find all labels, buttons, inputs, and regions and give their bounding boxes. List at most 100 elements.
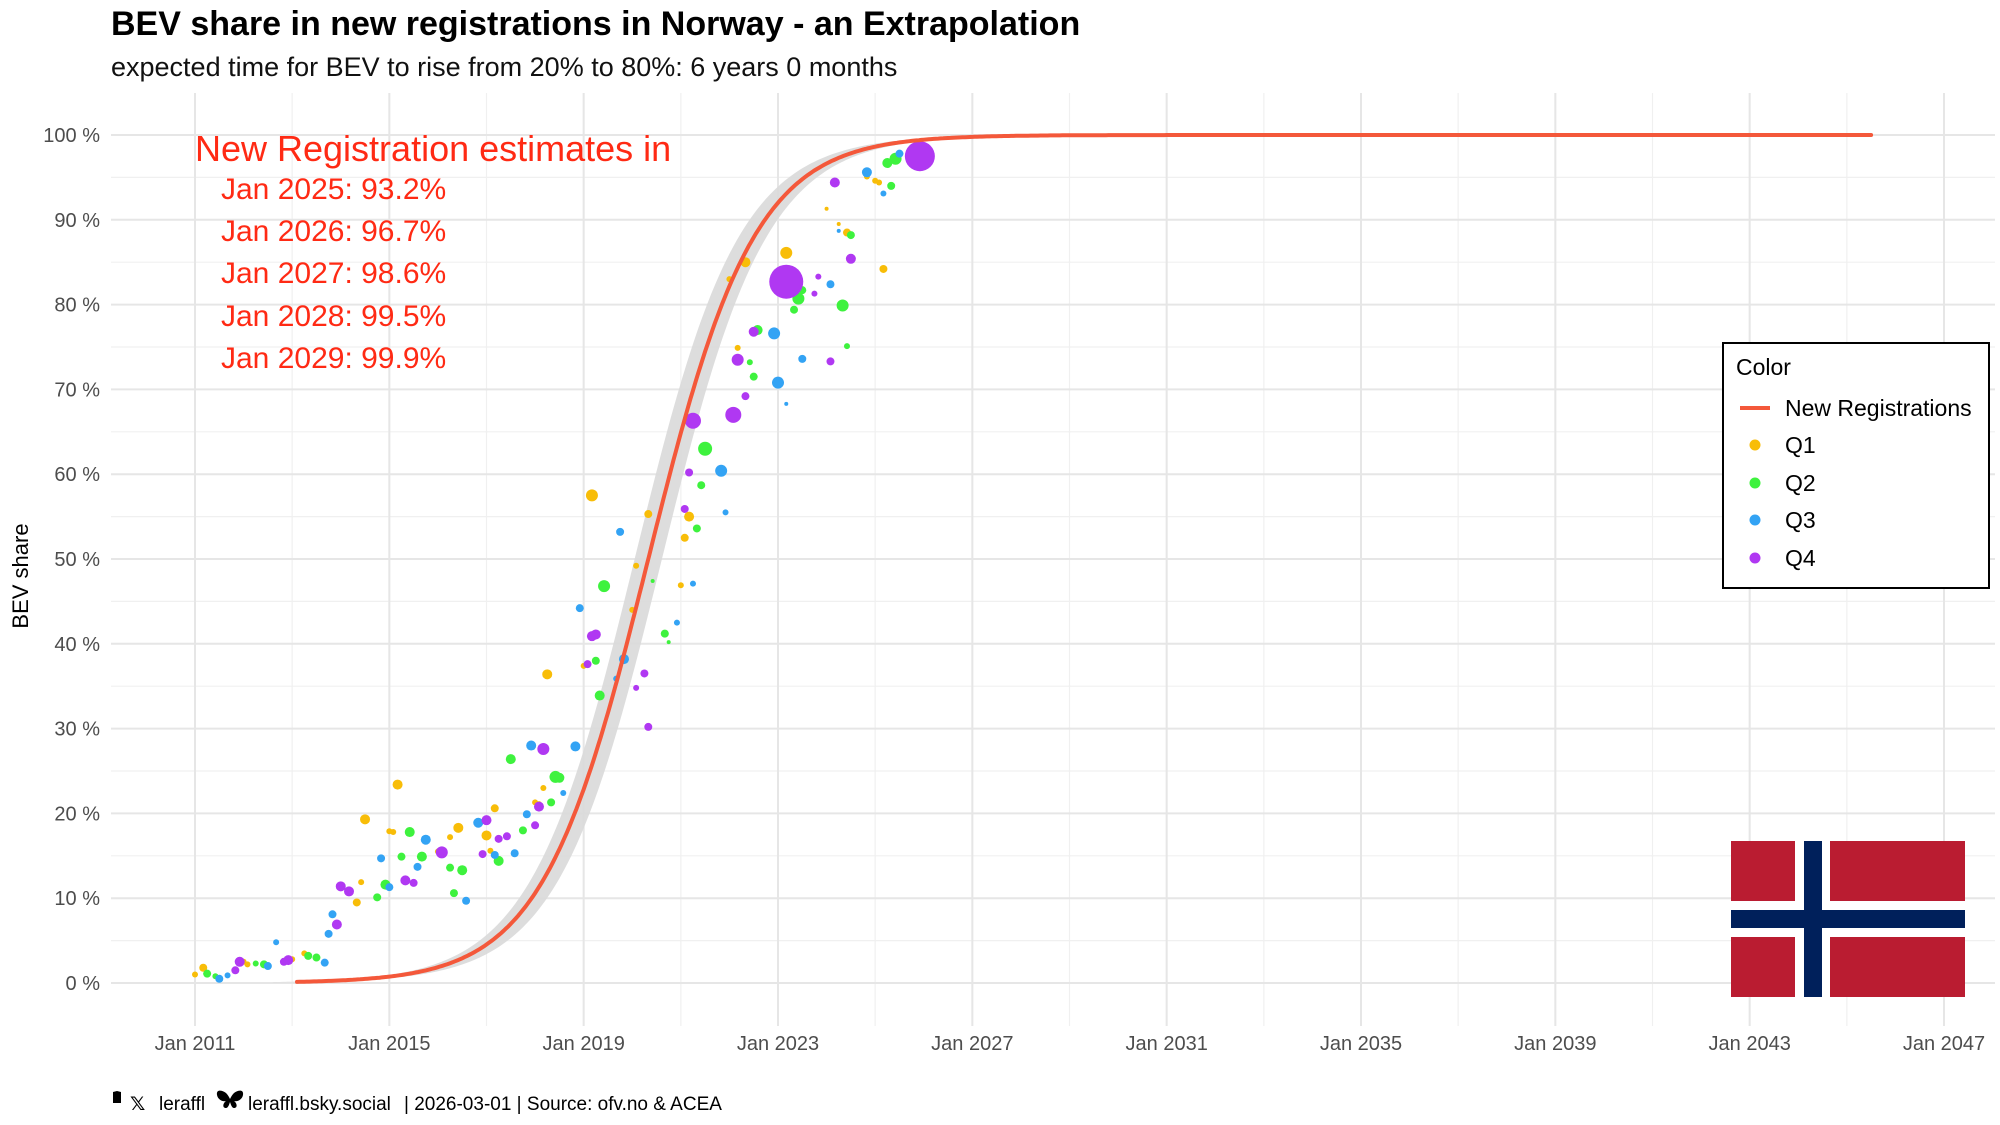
data-point-q4 — [494, 834, 503, 843]
grid-lines — [111, 93, 1995, 1026]
data-point-q2 — [746, 359, 753, 366]
y-tick-label: 40 % — [54, 634, 100, 656]
chart-title: BEV share in new registrations in Norway… — [111, 5, 1080, 43]
data-point-q4 — [741, 392, 750, 401]
data-point-q3 — [715, 464, 728, 477]
legend-box — [1722, 342, 1990, 589]
data-point-q2 — [404, 827, 415, 838]
data-point-q2 — [666, 640, 671, 645]
curve-layer — [295, 133, 1874, 984]
data-point-q2 — [650, 579, 655, 584]
data-point-q4 — [829, 177, 840, 188]
data-point-q2 — [416, 851, 427, 862]
caption: 𝕏 leraffl leraffl.bsky.social | 2026-03-… — [113, 1090, 722, 1115]
data-point-q3 — [895, 149, 904, 158]
data-point-q4 — [409, 878, 418, 887]
data-point-q3 — [473, 817, 484, 828]
data-point-q3 — [689, 580, 696, 587]
data-point-q2 — [836, 299, 849, 312]
legend-key-q2 — [1749, 477, 1761, 489]
data-point-q4 — [748, 326, 759, 337]
data-point-q3 — [575, 604, 584, 613]
data-point-q3 — [510, 849, 519, 858]
data-point-q4 — [283, 955, 294, 966]
data-point-q2 — [697, 481, 706, 490]
y-tick-label: 50 % — [54, 549, 100, 571]
data-point-q2 — [843, 343, 850, 350]
data-point-q4 — [478, 850, 487, 859]
data-point-q1 — [542, 669, 553, 680]
legend-key-q3 — [1749, 514, 1761, 526]
y-tick-label: 90 % — [54, 210, 100, 232]
data-point-q4 — [400, 875, 411, 886]
data-point-q3 — [215, 974, 224, 983]
data-point-q4 — [845, 253, 856, 264]
data-point-q4 — [583, 660, 592, 669]
data-point-q3 — [462, 896, 471, 905]
data-point-q1 — [192, 971, 198, 978]
y-tick-label: 60 % — [54, 464, 100, 486]
data-point-q4 — [344, 886, 355, 897]
data-point-q1 — [453, 822, 464, 833]
data-point-q4 — [502, 832, 511, 841]
data-point-q1 — [876, 179, 883, 186]
y-tick-label: 80 % — [54, 295, 100, 317]
data-point-q1 — [824, 206, 829, 211]
data-point-q4 — [769, 264, 804, 299]
chart-subtitle: expected time for BEV to rise from 20% t… — [111, 52, 897, 82]
x-tick-label: Jan 2019 — [543, 1033, 625, 1055]
data-point-q4 — [640, 669, 649, 678]
data-point-q1 — [677, 582, 684, 589]
data-point-q4 — [725, 406, 742, 423]
data-point-q4 — [531, 821, 540, 830]
y-axis: 0 % 10 % 20 % 30 % 40 % 50 % 60 % 70 % 80 % 90 % 1… — [43, 125, 100, 995]
data-point-q2 — [312, 953, 321, 962]
data-point-q2 — [252, 960, 259, 967]
legend-label: New Registrations — [1785, 395, 1972, 421]
data-point-q3 — [263, 962, 272, 971]
y-tick-label: 20 % — [54, 803, 100, 825]
data-point-q3 — [320, 958, 329, 967]
data-point-q4 — [633, 684, 640, 691]
data-point-q1 — [447, 834, 454, 841]
data-point-q3 — [377, 854, 386, 863]
data-point-q3 — [798, 354, 807, 363]
data-point-q4 — [231, 966, 240, 975]
data-point-q2 — [887, 181, 896, 190]
y-axis-title: BEV share — [8, 523, 33, 628]
data-point-q3 — [273, 939, 280, 946]
data-point-q2 — [882, 157, 893, 168]
data-point-q3 — [768, 327, 781, 340]
data-point-q3 — [413, 862, 422, 871]
data-point-q1 — [585, 489, 598, 502]
legend-label: Q1 — [1785, 432, 1816, 458]
data-point-q3 — [328, 910, 337, 919]
legend: Color New Registrations Q1 Q2 Q3 Q4 — [1722, 342, 1990, 589]
svg-text:𝕏: 𝕏 — [130, 1094, 145, 1115]
data-point-q4 — [533, 801, 544, 812]
legend-title: Color — [1736, 354, 1791, 380]
x-axis: Jan 2011 Jan 2015 Jan 2019 Jan 2023 Jan 2027… — [155, 1033, 1986, 1055]
data-point-q2 — [304, 951, 313, 960]
bluesky-butterfly-icon — [216, 1090, 244, 1108]
caption-source: | 2026-03-01 | Source: ofv.no & ACEA — [404, 1094, 722, 1115]
data-point-q3 — [861, 167, 872, 178]
x-tick-label: Jan 2023 — [737, 1033, 819, 1055]
x-tick-label: Jan 2039 — [1514, 1033, 1596, 1055]
data-point-q3 — [784, 401, 789, 406]
data-point-q1 — [734, 344, 741, 351]
data-point-q1 — [392, 779, 403, 790]
data-point-q3 — [526, 740, 537, 751]
data-point-q3 — [722, 509, 729, 516]
data-point-q2 — [518, 826, 527, 835]
data-point-q3 — [324, 929, 333, 938]
annotation-line: Jan 2026: 96.7% — [221, 215, 446, 248]
data-point-q2 — [598, 580, 611, 593]
annotation-heading: New Registration estimates in — [195, 128, 671, 169]
x-tick-label: Jan 2043 — [1709, 1033, 1791, 1055]
annotation-line: Jan 2029: 99.9% — [221, 342, 446, 375]
data-point-q4 — [234, 956, 245, 967]
data-point-q1 — [644, 510, 653, 519]
annotation-line: Jan 2025: 93.2% — [221, 173, 446, 206]
